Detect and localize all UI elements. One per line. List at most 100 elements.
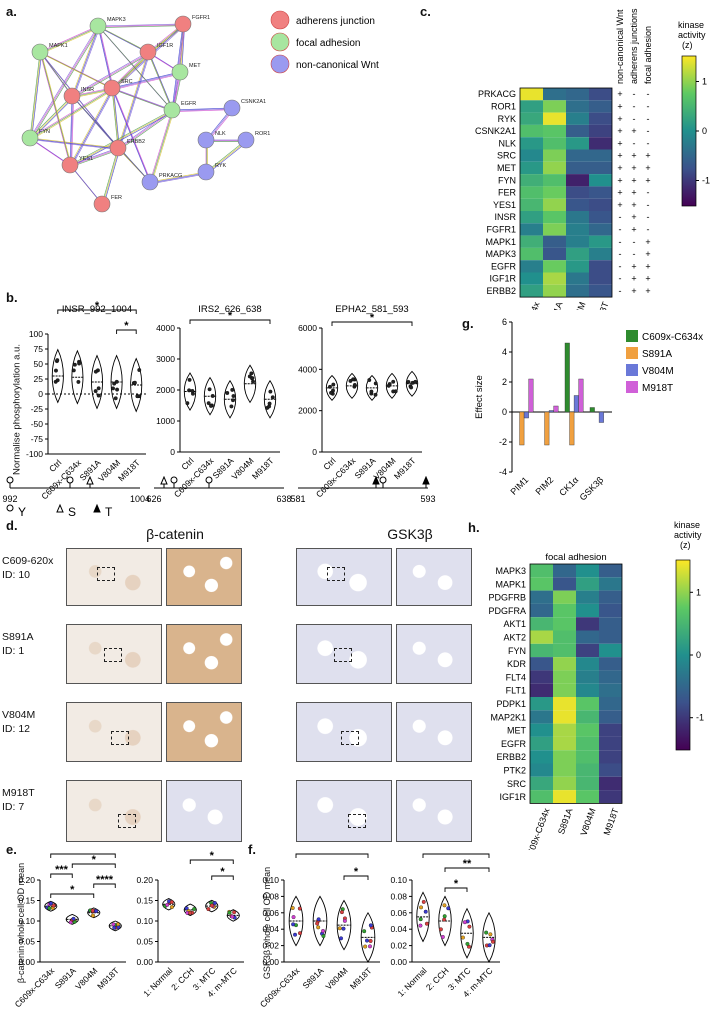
site-tyrosine	[379, 476, 387, 484]
network-edge	[112, 52, 150, 90]
violin	[405, 370, 419, 397]
heatmap-cell	[576, 763, 599, 777]
data-point	[111, 386, 116, 391]
heatmap-cell	[589, 235, 612, 248]
heatmap-cell	[566, 260, 589, 273]
network-edge	[97, 25, 113, 89]
micrograph	[396, 548, 472, 606]
heatmap-cell	[520, 174, 543, 187]
heatmap-row-label: FLT4	[506, 672, 526, 682]
data-point	[419, 905, 423, 910]
significance-label: *	[124, 320, 129, 332]
data-point	[187, 388, 192, 393]
violin	[345, 372, 359, 399]
heatmap-annotation: +	[617, 188, 622, 198]
network-edge	[30, 52, 42, 139]
network-node	[197, 131, 215, 149]
heatmap-row-label: MAPK3	[485, 249, 516, 259]
heatmap-annotation: -	[619, 237, 622, 247]
significance-bracket	[50, 853, 116, 858]
data-point	[71, 368, 76, 373]
y-tick-label: 0.08	[262, 891, 279, 901]
site-serine	[86, 476, 94, 485]
heatmap-annotation: -	[647, 89, 650, 99]
data-point	[114, 379, 119, 384]
micrograph	[66, 548, 162, 606]
heatmap-cell	[599, 736, 622, 751]
network-edge	[119, 53, 150, 150]
heatmap-cell	[553, 617, 576, 631]
network-node	[93, 195, 111, 213]
site-threonine	[422, 476, 430, 485]
data-point	[72, 362, 77, 367]
heatmap-annotation: +	[617, 126, 622, 136]
header-gsk3b: GSK3β	[387, 526, 433, 542]
data-point	[115, 387, 120, 392]
network-edge	[41, 27, 100, 54]
heatmap-cell	[530, 776, 553, 791]
data-point	[442, 914, 447, 919]
data-point	[368, 944, 372, 949]
y-tick-label: 4000	[298, 364, 317, 374]
heatmap-cell	[589, 161, 612, 175]
network-edge	[151, 111, 174, 184]
data-point	[365, 938, 369, 943]
data-point	[321, 929, 325, 933]
data-point	[225, 391, 230, 395]
violin	[65, 913, 79, 925]
heatmap-cell	[576, 710, 599, 724]
heatmap-row-label: FYN	[498, 175, 516, 185]
data-point	[230, 387, 235, 392]
heatmap-annotation: -	[647, 114, 650, 124]
network-edge	[40, 52, 72, 166]
heatmap-annotation: +	[631, 274, 636, 284]
heatmap-cell	[589, 149, 612, 162]
heatmap-row-label: YES1	[493, 200, 516, 210]
heatmap-row-label: PDGFRA	[488, 606, 526, 616]
y-tick-label: 0.20	[18, 875, 35, 885]
network-edge	[205, 139, 247, 173]
data-point	[373, 392, 378, 397]
micrograph	[396, 780, 472, 842]
data-point	[442, 917, 447, 922]
heatmap-cell	[530, 630, 553, 644]
zoom-region-box	[97, 567, 115, 581]
row-label: C609-620x ID: 10	[2, 554, 53, 582]
data-point	[96, 386, 101, 391]
network-edge	[40, 26, 99, 54]
heatmap-cell	[553, 790, 576, 804]
pathway-header: non-canonical Wnt	[615, 9, 625, 84]
colorbar-tick-label: -1	[702, 176, 710, 186]
network-node-label: FYN	[39, 129, 50, 135]
heatmap-border	[529, 563, 623, 804]
heatmap-cell	[599, 710, 622, 724]
heatmap-cell	[566, 112, 589, 125]
data-point	[190, 389, 195, 393]
y-tick-label: 0	[312, 447, 317, 457]
heatmap-row-label: INSR	[494, 212, 516, 222]
network-edge	[173, 109, 234, 112]
significance-label: *	[70, 884, 75, 896]
heatmap-cell	[530, 723, 553, 737]
network-node-label: ROR1	[255, 131, 270, 137]
data-point	[352, 382, 357, 387]
chart-insr: INSR_992_10041007550250-25-50-75-100Ctrl…	[26, 300, 146, 501]
data-point	[111, 922, 116, 927]
bar	[548, 410, 554, 413]
heatmap-cell	[599, 763, 622, 777]
heatmap-cell	[520, 88, 543, 101]
heatmap-cell	[530, 750, 553, 764]
data-point	[446, 906, 451, 911]
heatmap-cell	[520, 112, 543, 125]
site-serine	[160, 476, 168, 485]
heatmap-cell	[566, 161, 589, 175]
network-edge	[98, 24, 184, 28]
x-tick-label: CK1α	[557, 475, 580, 498]
network-edge	[71, 111, 174, 167]
significance-label: *	[370, 312, 375, 324]
heatmap-annotation: +	[645, 237, 650, 247]
network-edge	[41, 53, 72, 167]
panel-b-ylabel: Normalise phosphorylation a.u.	[11, 344, 23, 475]
heatmap-cell	[530, 564, 553, 578]
x-tick-label: 2: CCH	[169, 966, 196, 993]
